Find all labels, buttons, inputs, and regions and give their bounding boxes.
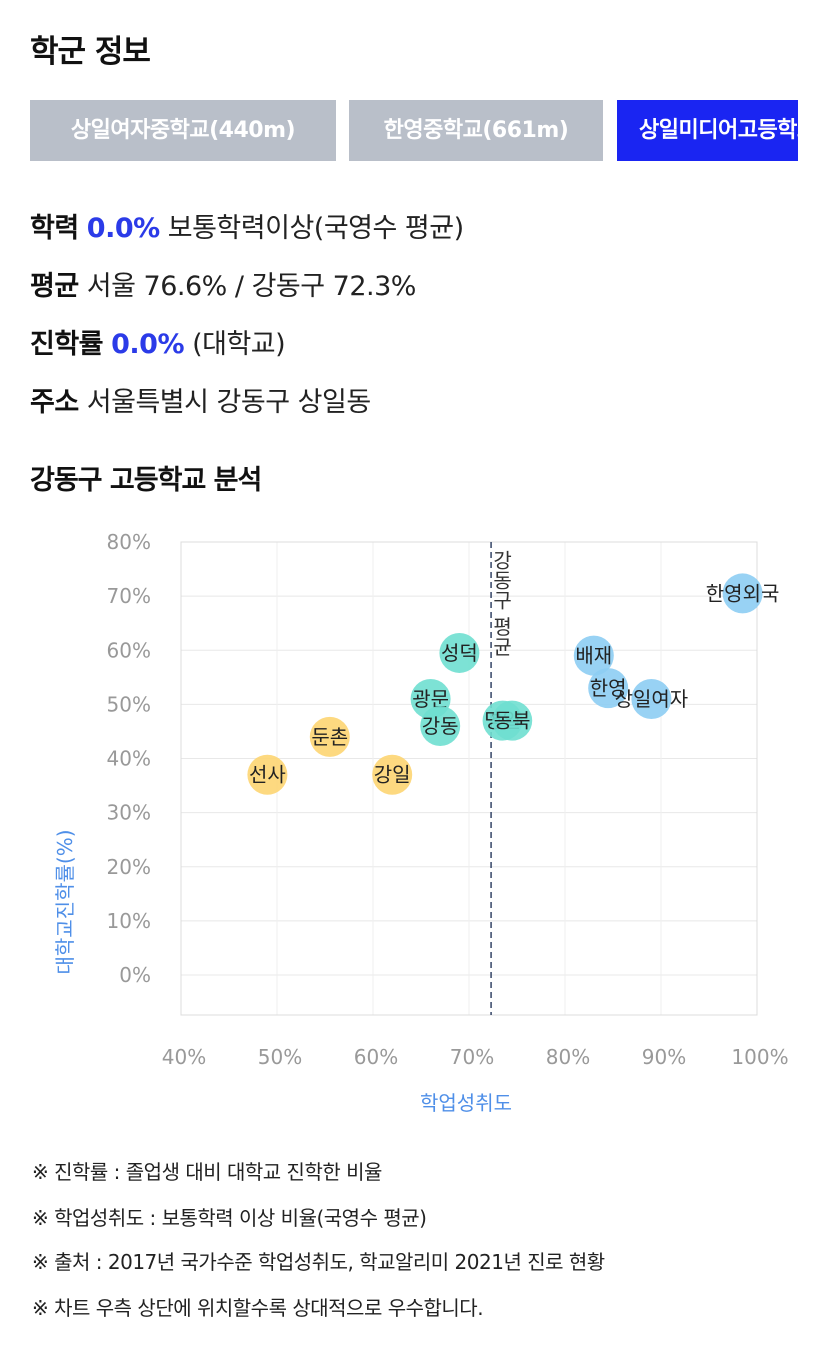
data-point: 강동 — [420, 706, 461, 747]
note-advancement: ※ 진학률 : 졸업생 대비 대학교 진학한 비율 — [32, 1160, 382, 1184]
x-tick-labels: 40% 50% 60% 70% 80% 90% 100% — [162, 1045, 789, 1069]
info-academic-suffix: 보통학력이상(국영수 평균) — [159, 213, 464, 244]
data-point-label: 한영외국 — [706, 581, 780, 605]
section-title: 강동구 고등학교 분석 — [30, 465, 262, 496]
data-point: 한영 — [588, 668, 629, 709]
data-point-marker — [309, 716, 350, 757]
info-average-value: 서울 76.6% / 강동구 72.3% — [78, 271, 417, 302]
info-advancement-key: 진학률 — [30, 329, 104, 360]
data-point-label: 배재 — [575, 644, 612, 668]
y-tick-label: 80% — [107, 530, 151, 554]
note-source: ※ 출처 : 2017년 국가수준 학업성취도, 학교알리미 2021년 진로 … — [32, 1250, 605, 1274]
y-axis-label: 대학교진학률(%) — [53, 829, 77, 974]
tab-school-3-active[interactable]: 상일미디어고등학교 — [617, 100, 798, 161]
note-academic: ※ 학업성취도 : 보통학력 이상 비율(국영수 평균) — [32, 1206, 427, 1230]
x-tick-label: 40% — [162, 1045, 206, 1069]
data-point-label: 강동 — [422, 714, 459, 738]
chart-grid — [180, 541, 758, 1015]
x-tick-label: 60% — [354, 1045, 398, 1069]
info-academic: 학력 0.0% 보통학력이상(국영수 평균) — [30, 206, 464, 245]
data-point: 선사 — [247, 754, 288, 795]
data-point-label: 동북 — [494, 709, 531, 733]
y-tick-label: 20% — [107, 855, 151, 879]
data-point-marker — [573, 635, 614, 676]
data-point: 배재 — [573, 635, 614, 676]
data-point: 성덕 — [439, 632, 480, 673]
data-point-marker — [631, 678, 672, 719]
data-point-marker — [492, 700, 533, 741]
data-points: 선사둔촌강일광문강동성덕명일동북배재한영상일여자한영외국 — [247, 573, 780, 795]
y-tick-label: 30% — [107, 801, 151, 825]
info-advancement-value: 0.0% — [111, 329, 185, 360]
info-address: 주소 서울특별시 강동구 상일동 — [30, 380, 371, 419]
data-point: 둔촌 — [309, 716, 350, 757]
x-tick-label: 50% — [258, 1045, 302, 1069]
data-point-label: 상일여자 — [615, 687, 689, 711]
info-advancement-suffix: (대학교) — [184, 329, 286, 360]
data-point-label: 한영 — [590, 676, 627, 700]
tab-school-1[interactable]: 상일여자중학교(440m) — [30, 100, 336, 161]
scatter-chart: 0% 10% 20% 30% 40% 50% 60% 70% 80% 40% 50% 60% 70% 8… — [53, 530, 789, 1115]
y-tick-labels: 0% 10% 20% 30% 40% 50% 60% 70% 80% — [107, 530, 151, 987]
x-tick-label: 70% — [450, 1045, 494, 1069]
data-point-label: 선사 — [249, 763, 286, 787]
data-point-marker — [420, 706, 461, 747]
x-axis-label: 학업성취도 — [420, 1091, 512, 1115]
page-title: 학군 정보 — [30, 34, 151, 70]
y-tick-label: 60% — [107, 638, 151, 662]
data-point: 동북 — [492, 700, 533, 741]
data-point-label: 성덕 — [441, 641, 478, 665]
info-average-key: 평균 — [30, 271, 79, 302]
school-tabs: 상일여자중학교(440m) 한영중학교(661m) 상일미디어고등학교 — [30, 100, 798, 161]
data-point: 강일 — [372, 754, 413, 795]
average-reference-label: 강동구 평균 — [489, 550, 513, 657]
y-tick-label: 50% — [107, 692, 151, 716]
y-tick-label: 40% — [107, 747, 151, 771]
data-point-label: 강일 — [374, 763, 411, 787]
info-academic-value: 0.0% — [86, 213, 160, 244]
info-academic-key: 학력 — [30, 213, 79, 244]
y-tick-label: 70% — [107, 584, 151, 608]
info-average: 평균 서울 76.6% / 강동구 72.3% — [30, 264, 416, 303]
data-point-marker — [247, 754, 288, 795]
data-point-marker — [439, 632, 480, 673]
data-point-label: 둔촌 — [311, 725, 348, 749]
x-tick-label: 90% — [642, 1045, 686, 1069]
plot-border — [180, 541, 758, 1016]
x-tick-label: 80% — [546, 1045, 590, 1069]
x-tick-label: 100% — [731, 1045, 788, 1069]
data-point-marker — [722, 573, 763, 614]
data-point-marker — [588, 668, 629, 709]
info-advancement: 진학률 0.0% (대학교) — [30, 322, 286, 361]
info-address-value: 서울특별시 강동구 상일동 — [78, 387, 371, 418]
data-point-marker — [372, 754, 413, 795]
tab-school-2[interactable]: 한영중학교(661m) — [349, 100, 603, 161]
data-point: 상일여자 — [615, 678, 689, 719]
y-tick-label: 10% — [107, 909, 151, 933]
data-point: 한영외국 — [706, 573, 780, 614]
note-hint: ※ 차트 우측 상단에 위치할수록 상대적으로 우수합니다. — [32, 1296, 484, 1320]
info-address-key: 주소 — [30, 387, 79, 418]
y-tick-label: 0% — [119, 963, 151, 987]
